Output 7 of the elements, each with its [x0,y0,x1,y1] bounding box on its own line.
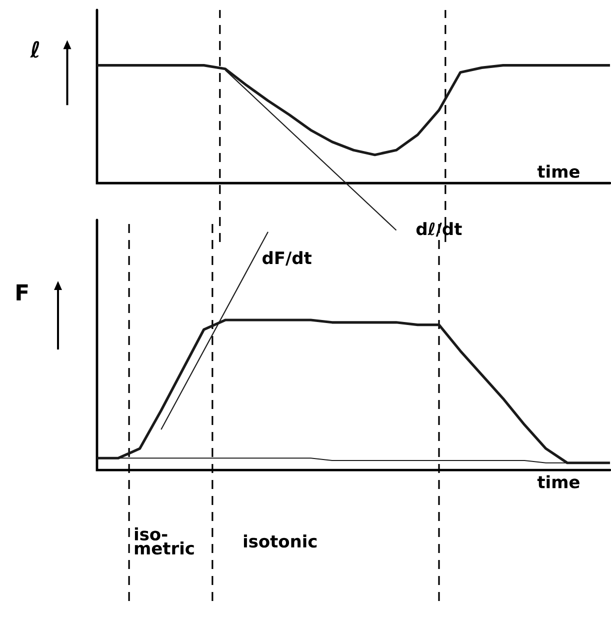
text: isotonic [244,534,316,548]
y-axis-title: ℓ [30,41,39,58]
y-axis-title: F [16,284,28,300]
annotation: dF/dt [262,251,312,266]
text: iso-metric [134,527,194,555]
x-axis-title: time [537,164,580,178]
x-axis-title: time [537,475,580,488]
